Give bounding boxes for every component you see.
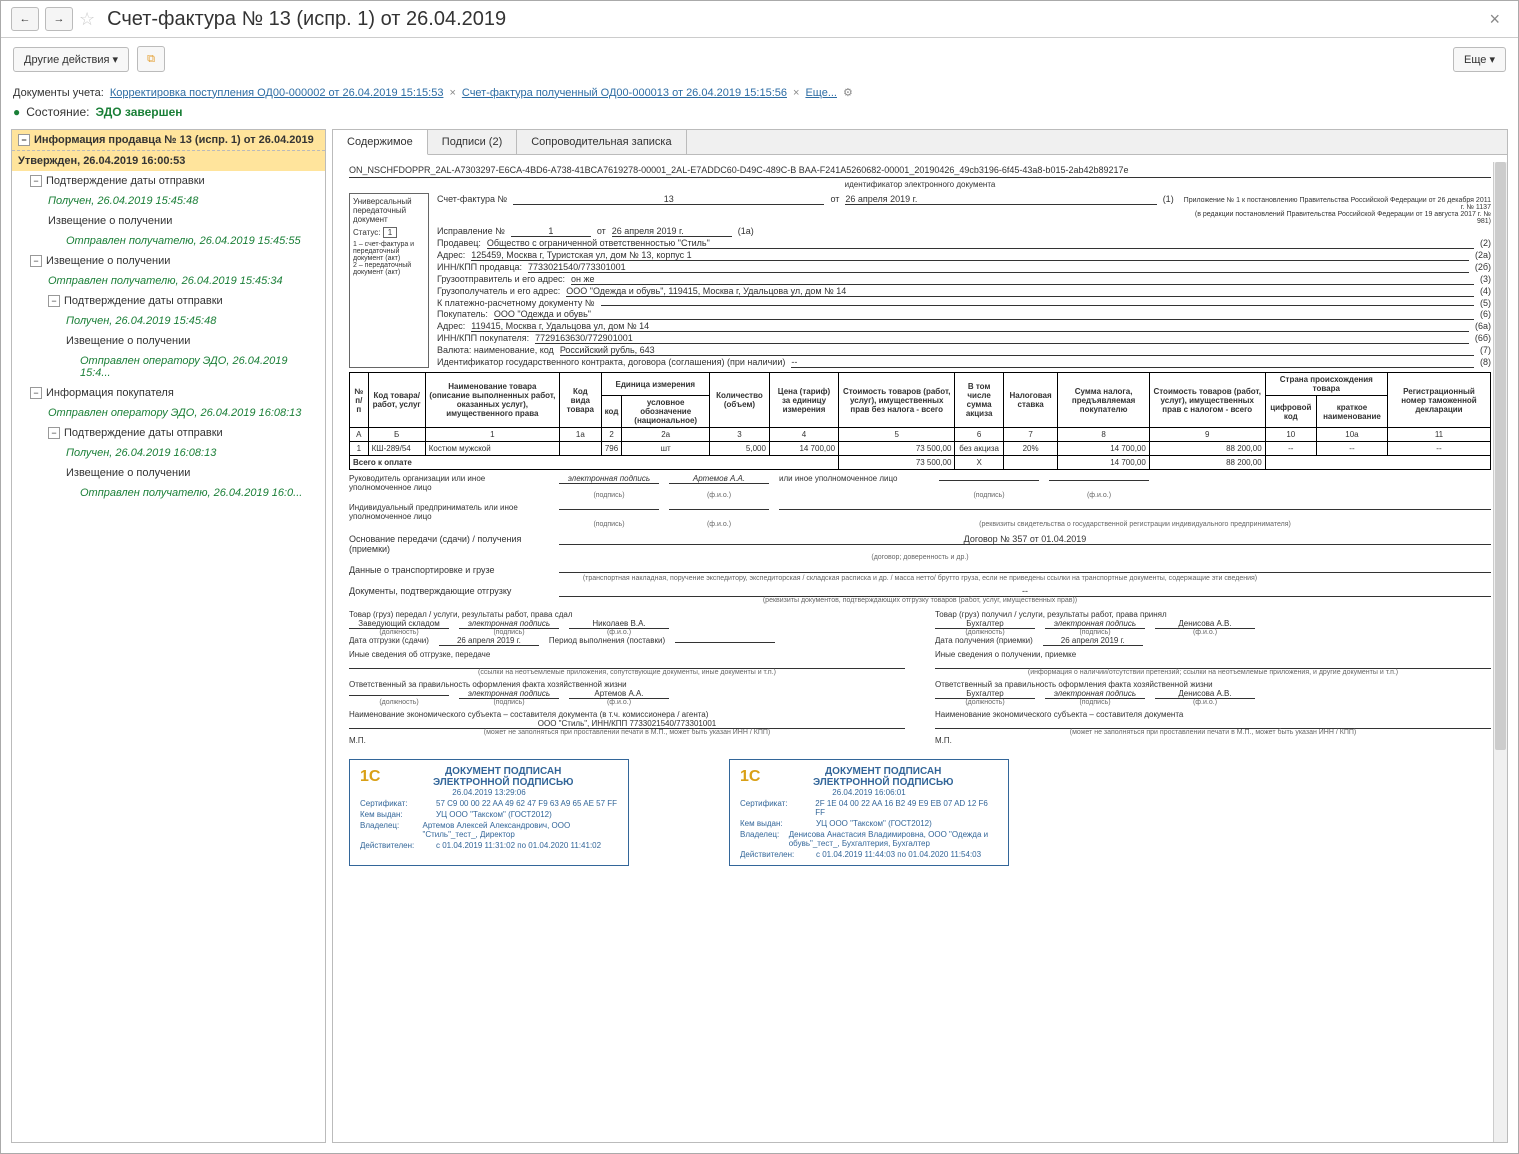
window: ← → ☆ Счет-фактура № 13 (испр. 1) от 26.… [0, 0, 1519, 1154]
other-actions-button[interactable]: Другие действия ▾ [13, 47, 129, 72]
content-panel: Содержимое Подписи (2) Сопроводительная … [332, 129, 1508, 1143]
window-title: Счет-фактура № 13 (испр. 1) от 26.04.201… [107, 8, 1475, 31]
state-value: ЭДО завершен [95, 105, 182, 119]
documents-row: Документы учета: Корректировка поступлен… [1, 80, 1518, 105]
more-button[interactable]: Еще ▾ [1453, 47, 1506, 72]
scroll-thumb[interactable] [1495, 162, 1506, 750]
main-area: − Информация продавца № 13 (испр. 1) от … [1, 129, 1518, 1153]
title-bar: ← → ☆ Счет-фактура № 13 (испр. 1) от 26.… [1, 1, 1518, 38]
tree-status: Отправлен получателю, 26.04.2019 15:45:5… [12, 231, 325, 251]
tree-node[interactable]: −Извещение о получении [12, 251, 325, 271]
tab-signatures[interactable]: Подписи (2) [428, 130, 517, 154]
toggle-icon[interactable]: − [18, 134, 30, 146]
left-column: Товар (груз) передал / услуги, результат… [349, 610, 905, 745]
1c-logo-icon: 1С [360, 768, 380, 786]
state-row: ● Состояние: ЭДО завершен [1, 105, 1518, 129]
doc-link-1[interactable]: Корректировка поступления ОД00-000002 от… [110, 87, 444, 99]
header-fields: Счет-фактура №13от26 апреля 2019 г.(1) П… [437, 193, 1491, 368]
items-table: № п/п Код товара/ работ, услуг Наименова… [349, 372, 1491, 470]
tree-node[interactable]: Извещение о получении [12, 463, 325, 483]
tree-icon-button[interactable]: ⧉ [137, 46, 165, 72]
tree-status: Получен, 26.04.2019 16:08:13 [12, 443, 325, 463]
tree-status: Отправлен оператору ЭДО, 26.04.2019 16:0… [12, 403, 325, 423]
check-icon: ● [13, 105, 20, 119]
tree-status: Получен, 26.04.2019 15:45:48 [12, 311, 325, 331]
upw-box: Универсальный передаточный документ Стат… [349, 193, 429, 368]
total-row: Всего к оплате 73 500,00 Х 14 700,00 88 … [350, 456, 1491, 470]
tree-status: Отправлен получателю, 26.04.2019 15:45:3… [12, 271, 325, 291]
1c-logo-icon: 1С [740, 768, 760, 786]
tree-node[interactable]: Извещение о получении [12, 331, 325, 351]
tab-note[interactable]: Сопроводительная записка [517, 130, 686, 154]
tree-root-status: Утвержден, 26.04.2019 16:00:53 [12, 151, 325, 171]
transfer-columns: Товар (груз) передал / услуги, результат… [349, 610, 1491, 745]
tree-status: Отправлен получателю, 26.04.2019 16:0... [12, 483, 325, 503]
table-row: 1КШ-289/54 Костюм мужской 796шт 5,00014 … [350, 442, 1491, 456]
stamp-1: 1С ДОКУМЕНТ ПОДПИСАН ЭЛЕКТРОННОЙ ПОДПИСЬ… [349, 759, 629, 866]
status-notes: 1 – счет-фактура и передаточный документ… [353, 241, 425, 276]
tab-content[interactable]: Содержимое [333, 130, 428, 155]
doc-link-2[interactable]: Счет-фактура полученный ОД00-000013 от 2… [462, 87, 787, 99]
tree-node[interactable]: −Информация покупателя [12, 383, 325, 403]
document-view: ON_NSCHFDOPPR_2AL-A7303297-E6CA-4BD6-A73… [333, 155, 1507, 1142]
tree-panel: − Информация продавца № 13 (испр. 1) от … [11, 129, 326, 1143]
toolbar: Другие действия ▾ ⧉ Еще ▾ [1, 38, 1518, 80]
appendix-note: Приложение № 1 к постановлению Правитель… [1180, 197, 1491, 225]
tree-root[interactable]: − Информация продавца № 13 (испр. 1) от … [12, 130, 325, 151]
doc-link-more[interactable]: Еще... [805, 87, 837, 99]
right-column: Товар (груз) получил / услуги, результат… [935, 610, 1491, 745]
doc-id: ON_NSCHFDOPPR_2AL-A7303297-E6CA-4BD6-A73… [349, 165, 1491, 178]
documents-label: Документы учета: [13, 87, 104, 99]
tree-node[interactable]: Извещение о получении [12, 211, 325, 231]
scrollbar[interactable] [1493, 162, 1507, 1142]
link-separator: × [449, 87, 455, 99]
stamp-2: 1С ДОКУМЕНТ ПОДПИСАН ЭЛЕКТРОННОЙ ПОДПИСЬ… [729, 759, 1009, 866]
state-label: Состояние: [26, 105, 89, 119]
tab-bar: Содержимое Подписи (2) Сопроводительная … [333, 130, 1507, 155]
tree-status: Отправлен оператору ЭДО, 26.04.2019 15:4… [12, 351, 325, 383]
doc-id-caption: идентификатор электронного документа [349, 180, 1491, 189]
tree-status: Получен, 26.04.2019 15:45:48 [12, 191, 325, 211]
status-value: 1 [383, 227, 397, 238]
link-separator-2: × [793, 87, 799, 99]
back-button[interactable]: ← [11, 7, 39, 31]
tree-node[interactable]: −Подтверждение даты отправки [12, 171, 325, 191]
favorite-icon[interactable]: ☆ [79, 9, 95, 30]
tree-node[interactable]: −Подтверждение даты отправки [12, 291, 325, 311]
signatures-block: Руководитель организации или иное уполно… [349, 474, 1491, 528]
forward-button[interactable]: → [45, 7, 73, 31]
header-block: Универсальный передаточный документ Стат… [349, 193, 1491, 368]
close-icon[interactable]: × [1481, 9, 1508, 30]
signature-stamps: 1С ДОКУМЕНТ ПОДПИСАН ЭЛЕКТРОННОЙ ПОДПИСЬ… [349, 759, 1491, 866]
tree-node[interactable]: −Подтверждение даты отправки [12, 423, 325, 443]
gear-icon[interactable]: ⚙ [843, 86, 853, 99]
